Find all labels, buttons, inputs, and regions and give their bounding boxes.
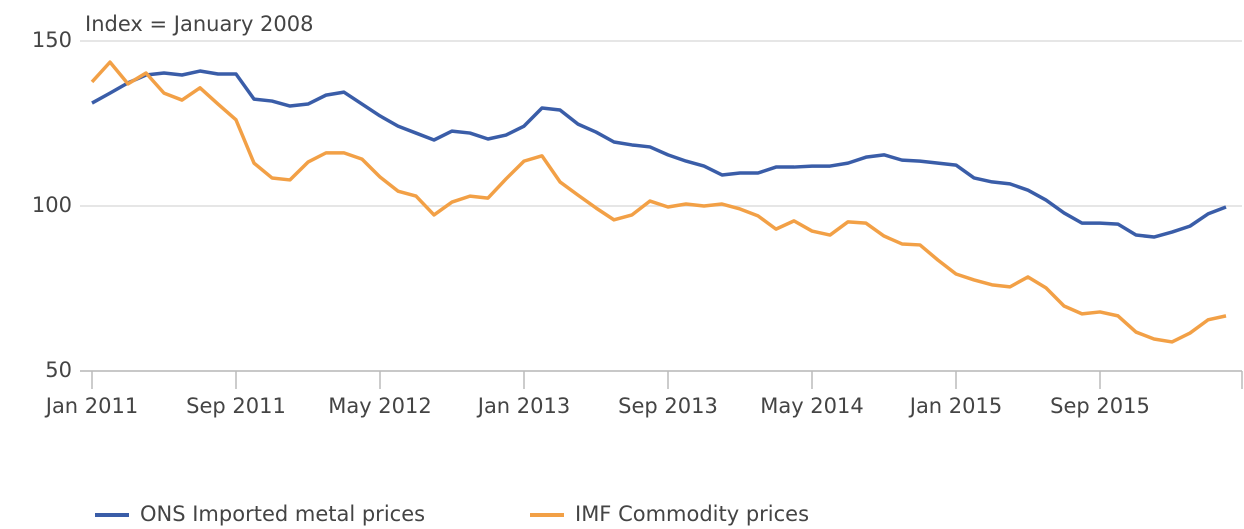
y-tick-label: 50 (45, 358, 72, 382)
x-tick-label: Sep 2011 (186, 394, 286, 418)
legend-label: ONS Imported metal prices (140, 502, 425, 526)
chart-subtitle: Index = January 2008 (85, 12, 314, 36)
series-line (90, 60, 1227, 344)
x-tick-label: Jan 2011 (44, 394, 139, 418)
x-tick-label: Sep 2015 (1050, 394, 1150, 418)
x-tick-label: Sep 2013 (618, 394, 718, 418)
legend-label: IMF Commodity prices (575, 502, 809, 526)
y-tick-label: 100 (32, 193, 72, 217)
series-line (91, 69, 1227, 239)
x-tick-label: Jan 2013 (476, 394, 571, 418)
y-tick-label: 150 (32, 28, 72, 52)
x-tick-label: Jan 2015 (908, 394, 1003, 418)
x-tick-label: May 2014 (760, 394, 864, 418)
x-tick-label: May 2012 (328, 394, 432, 418)
